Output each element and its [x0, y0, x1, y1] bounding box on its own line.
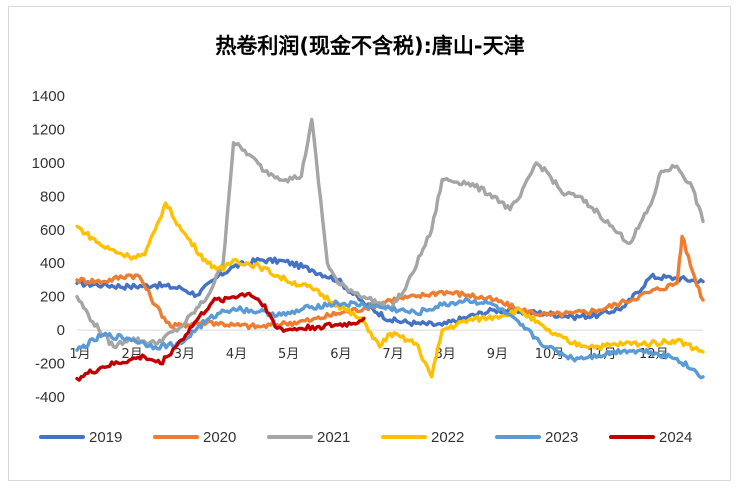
x-tick-label: 6月	[330, 347, 351, 362]
legend-label-2023: 2023	[545, 429, 578, 446]
y-tick-label: 0	[57, 322, 65, 339]
legend-label-2021: 2021	[317, 429, 350, 446]
x-tick-label: 3月	[174, 347, 195, 362]
x-tick-label: 8月	[435, 347, 456, 362]
y-tick-label: 800	[40, 188, 65, 205]
legend: 2019 2020 2021 2022 2023 2024	[39, 429, 692, 446]
series-line-2023	[75, 296, 705, 380]
legend-label-2022: 2022	[431, 429, 464, 446]
legend-label-2019: 2019	[89, 429, 122, 446]
x-tick-label: 7月	[382, 347, 403, 362]
series-layer	[75, 117, 705, 382]
line-chart: 热卷利润(现金不含税):唐山-天津 -400 -200 0 200 400 600 800 1…	[32, 34, 705, 446]
x-tick-label: 9月	[487, 347, 508, 362]
legend-label-2024: 2024	[659, 429, 692, 446]
y-tick-label: 200	[40, 289, 65, 306]
series-line-2022	[75, 201, 705, 379]
chart-frame: 热卷利润(现金不含税):唐山-天津 -400 -200 0 200 400 600 800 1…	[8, 6, 731, 481]
y-tick-label: 1400	[32, 88, 65, 105]
legend-label-2020: 2020	[203, 429, 236, 446]
x-tick-label: 1月	[69, 347, 90, 362]
series-line-2024	[75, 291, 366, 382]
series-line-2019	[75, 256, 705, 327]
chart-title: 热卷利润(现金不含税):唐山-天津	[215, 34, 524, 58]
y-tick-label: 1200	[32, 121, 65, 138]
y-tick-label: -200	[35, 356, 65, 373]
y-tick-label: 400	[40, 255, 65, 272]
y-tick-label: 600	[40, 222, 65, 239]
x-tick-label: 4月	[226, 347, 247, 362]
x-tick-label: 5月	[278, 347, 299, 362]
y-tick-label: -400	[35, 389, 65, 406]
y-tick-label: 1000	[32, 155, 65, 172]
